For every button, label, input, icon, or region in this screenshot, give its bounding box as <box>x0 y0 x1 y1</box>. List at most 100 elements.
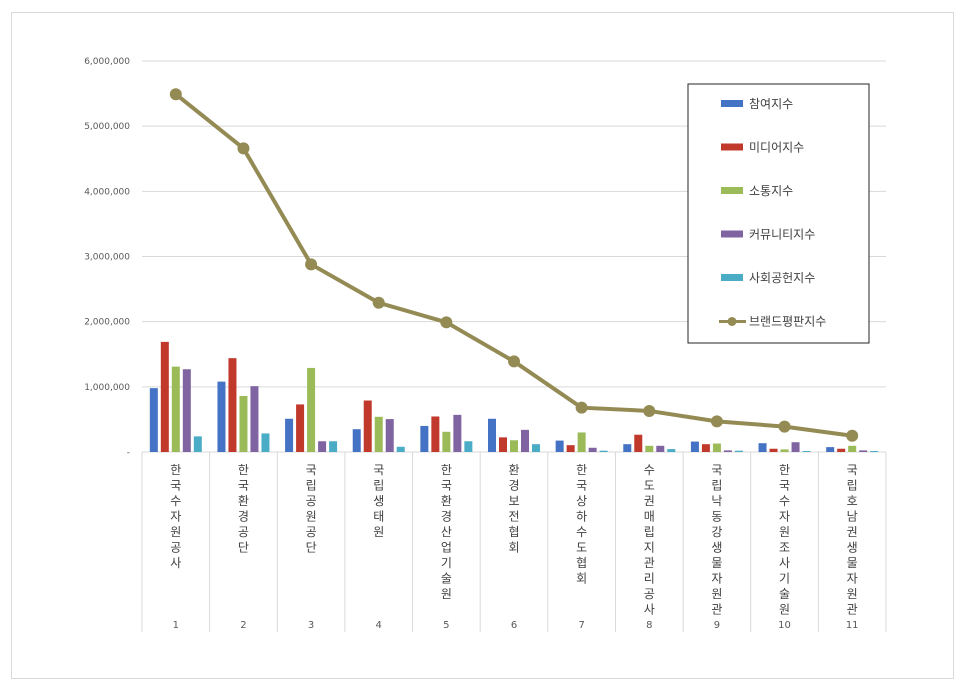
category-index-label: 1 <box>173 620 179 631</box>
line-point <box>440 316 453 329</box>
category-index-label: 8 <box>646 620 652 631</box>
bar-사회공헌지수 <box>464 441 473 452</box>
bar-미디어지수 <box>296 404 305 452</box>
legend-swatch <box>721 100 743 107</box>
y-tick-label: 2,000,000 <box>84 318 130 328</box>
bar-소통지수 <box>239 395 248 452</box>
bar-미디어지수 <box>499 437 507 452</box>
bar-참여지수 <box>149 388 158 452</box>
bar-사회공헌지수 <box>802 451 811 452</box>
bar-미디어지수 <box>228 358 237 452</box>
bar-사회공헌지수 <box>599 450 608 452</box>
category-index-label: 10 <box>778 620 791 631</box>
bar-참여지수 <box>352 429 361 452</box>
y-tick-label: 1,000,000 <box>84 383 130 393</box>
bar-소통지수 <box>645 445 654 452</box>
category-index-label: 5 <box>443 620 449 631</box>
category-index-label: 3 <box>308 620 314 631</box>
bar-미디어지수 <box>769 448 778 452</box>
legend-swatch <box>721 187 743 194</box>
legend-label: 소통지수 <box>749 184 793 198</box>
y-tick-label: 5,000,000 <box>84 122 130 132</box>
line-point <box>169 88 182 101</box>
bar-소통지수 <box>848 445 857 452</box>
line-point <box>508 355 520 368</box>
line-point <box>237 142 250 155</box>
y-tick-label: 6,000,000 <box>84 57 130 67</box>
line-point <box>305 258 318 271</box>
legend-swatch <box>721 274 743 281</box>
bar-커뮤니티지수 <box>791 442 800 452</box>
bar-커뮤니티지수 <box>318 441 327 452</box>
line-point <box>778 420 791 433</box>
bar-소통지수 <box>307 367 316 452</box>
y-tick-label: 3,000,000 <box>84 253 130 263</box>
line-point <box>846 429 859 442</box>
legend-label: 사회공헌지수 <box>749 271 815 285</box>
legend-label: 미디어지수 <box>749 141 804 155</box>
legend-box <box>687 83 870 344</box>
category-index-label: 6 <box>511 620 517 631</box>
bar-참여지수 <box>488 418 496 452</box>
bar-미디어지수 <box>160 341 169 452</box>
line-point <box>710 415 723 428</box>
bar-사회공헌지수 <box>396 446 405 452</box>
legend-label: 커뮤니티지수 <box>749 228 815 242</box>
y-axis: - 1,000,000 2,000,000 3,000,000 4,000,000 5,0… <box>84 57 130 458</box>
bar-사회공헌지수 <box>329 441 338 452</box>
category-index-label: 2 <box>240 620 246 631</box>
bar-사회공헌지수 <box>734 450 743 452</box>
bar-미디어지수 <box>431 416 440 452</box>
bar-커뮤니티지수 <box>521 429 529 452</box>
bar-참여지수 <box>420 425 429 452</box>
y-tick-label: - <box>127 448 130 458</box>
bar-참여지수 <box>217 381 226 452</box>
bar-참여지수 <box>623 444 632 452</box>
bar-사회공헌지수 <box>261 433 270 452</box>
category-index-label: 9 <box>714 620 720 631</box>
bar-소통지수 <box>712 443 721 452</box>
y-tick-label: 4,000,000 <box>84 187 130 197</box>
line-point <box>372 296 385 309</box>
legend-swatch-marker <box>727 317 737 326</box>
bar-미디어지수 <box>363 400 372 452</box>
bar-참여지수 <box>555 440 564 452</box>
bar-미디어지수 <box>634 434 643 452</box>
bar-커뮤니티지수 <box>859 450 868 452</box>
bar-커뮤니티지수 <box>588 447 597 452</box>
category-index-label: 11 <box>846 620 859 631</box>
bar-커뮤니티지수 <box>656 445 665 452</box>
category-index-label: 7 <box>578 620 584 631</box>
legend-swatch <box>721 143 743 151</box>
bar-사회공헌지수 <box>667 449 676 452</box>
bars <box>149 341 879 452</box>
bar-참여지수 <box>826 447 835 452</box>
category-index-label: 4 <box>376 620 382 631</box>
bar-소통지수 <box>577 432 586 452</box>
legend-label: 브랜드평판지수 <box>749 315 826 329</box>
bar-미디어지수 <box>837 448 846 452</box>
x-axis: 한 국 수 자 원 공 사 1 한 국 환 경 공 단 2 국 립 공 원 공 단 3 국 립 생 태 원 4 한 국 환 경 산 업 기 술 원 5 환 경… <box>141 451 887 632</box>
legend-label: 참여지수 <box>749 97 793 111</box>
brand-line <box>169 88 859 442</box>
bar-소통지수 <box>442 431 451 452</box>
bar-참여지수 <box>285 418 294 452</box>
bar-참여지수 <box>690 441 699 452</box>
bar-미디어지수 <box>566 445 575 452</box>
bar-사회공헌지수 <box>870 451 879 452</box>
bar-소통지수 <box>510 440 518 452</box>
bar-사회공헌지수 <box>193 436 202 452</box>
